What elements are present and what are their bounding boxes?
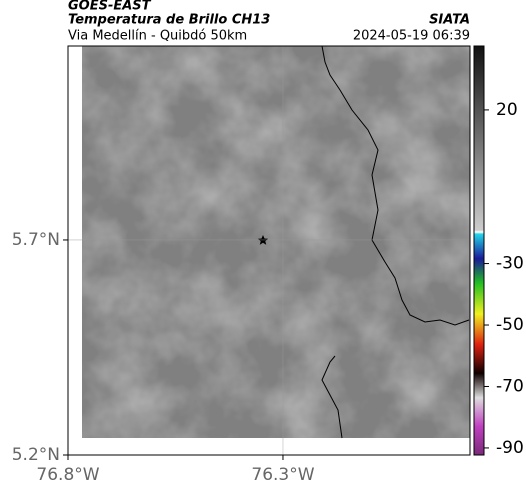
source-label: SIATA bbox=[429, 13, 470, 28]
border-line bbox=[321, 355, 343, 439]
product-title: Temperatura de Brillo CH13 bbox=[68, 13, 270, 28]
colorbar-tick-label: -30 bbox=[496, 254, 524, 274]
colorbar-tick-label: -50 bbox=[496, 315, 524, 335]
satellite-image bbox=[82, 46, 470, 438]
y-tick-label: 5.2°N bbox=[12, 445, 60, 465]
colorbar-tick-label: -70 bbox=[496, 376, 524, 396]
x-tick-label: 76.3°W bbox=[251, 465, 314, 485]
datetime-label: 2024-05-19 06:39 bbox=[353, 29, 470, 44]
x-tick-label: 76.8°W bbox=[36, 465, 99, 485]
satellite-title: GOES-EAST bbox=[68, 0, 152, 14]
map-frame bbox=[67, 45, 471, 456]
coastline bbox=[321, 45, 470, 326]
colorbar-tick-label: 20 bbox=[496, 100, 518, 120]
region-subtitle: Via Medellín - Quibdó 50km bbox=[68, 29, 247, 44]
colorbar-tick-label: -90 bbox=[496, 438, 524, 458]
colorbar bbox=[473, 45, 485, 456]
y-tick-label: 5.7°N bbox=[12, 230, 60, 250]
